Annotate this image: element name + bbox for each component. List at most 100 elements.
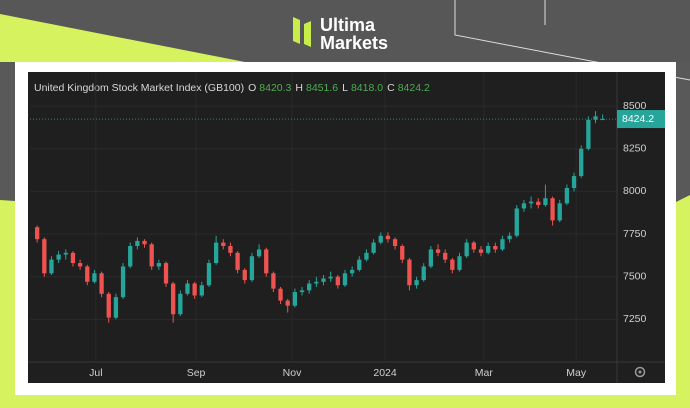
candle-body xyxy=(178,293,183,315)
y-tick-label: 7500 xyxy=(623,270,647,282)
candle-body xyxy=(579,148,584,177)
x-tick-label: Sep xyxy=(187,367,206,379)
candle-body xyxy=(400,246,405,260)
candle-body xyxy=(149,244,154,267)
candle-body xyxy=(171,283,176,315)
candle-body xyxy=(450,259,455,270)
candle-body xyxy=(407,259,412,286)
candle-body xyxy=(342,273,348,286)
candle-body xyxy=(142,240,147,245)
readout-value: 8420.3 xyxy=(259,82,291,94)
candle-body xyxy=(63,252,68,255)
candle-body xyxy=(185,283,190,294)
candle-body xyxy=(135,240,140,246)
y-tick-label: 7250 xyxy=(623,313,647,325)
candle-body xyxy=(213,242,219,264)
candle-body xyxy=(428,249,434,267)
candle-body xyxy=(378,235,383,243)
candle-body xyxy=(536,201,541,206)
candle-body xyxy=(70,252,76,264)
candle-body xyxy=(120,266,126,298)
candle-body xyxy=(593,116,598,120)
chart-title: United Kingdom Stock Market Index (GB100… xyxy=(34,82,244,94)
x-tick-label: Mar xyxy=(475,367,494,379)
candle-body xyxy=(256,249,262,257)
last-price-label: 8424.2 xyxy=(622,113,654,125)
candle-body xyxy=(99,273,104,294)
candle-body xyxy=(42,239,47,274)
candle-body xyxy=(571,176,577,188)
candle-body xyxy=(321,278,326,282)
logo-icon xyxy=(293,17,311,47)
candle-body xyxy=(106,293,111,318)
candle-body xyxy=(485,246,491,253)
candle-body xyxy=(464,242,469,257)
y-tick-label: 8000 xyxy=(623,185,647,197)
candle-body xyxy=(285,300,290,306)
readout-value: 8424.2 xyxy=(398,82,430,94)
candle-body xyxy=(35,227,40,240)
readout-key: L xyxy=(342,82,348,94)
candle-body xyxy=(235,252,240,270)
candle-body xyxy=(56,254,61,260)
candle-body xyxy=(414,280,419,286)
candle-body xyxy=(299,290,305,293)
candle-body xyxy=(528,201,534,204)
readout-key: H xyxy=(295,82,303,94)
candle-body xyxy=(349,269,355,274)
x-tick-label: Jul xyxy=(89,367,102,379)
y-tick-label: 8250 xyxy=(623,143,647,155)
candle-body xyxy=(364,252,369,260)
readout-key: C xyxy=(387,82,395,94)
candle-body xyxy=(392,239,398,246)
candle-body xyxy=(85,266,90,282)
candle-body xyxy=(328,276,333,279)
chart-panel xyxy=(28,72,665,383)
x-tick-label: 2024 xyxy=(373,367,397,379)
candle-body xyxy=(421,266,426,281)
candle-body xyxy=(435,249,441,253)
candle-body xyxy=(221,242,226,246)
candle-body xyxy=(206,263,212,286)
bg-accent-top xyxy=(0,14,245,62)
candle-body xyxy=(128,246,133,267)
candle-body xyxy=(192,283,197,296)
y-tick-label: 8500 xyxy=(623,100,647,112)
candle-body xyxy=(242,269,247,281)
readout-key: O xyxy=(248,82,256,94)
readout-value: 8418.0 xyxy=(351,82,383,94)
candle-body xyxy=(471,242,476,250)
candle-body xyxy=(385,235,391,240)
candle-body xyxy=(314,281,319,284)
settings-icon[interactable] xyxy=(634,366,646,378)
candle-body xyxy=(371,242,376,253)
candle-body xyxy=(292,292,298,306)
y-tick-label: 7750 xyxy=(623,228,647,240)
candle-body xyxy=(271,273,276,289)
candle-body xyxy=(163,263,169,284)
candle-body xyxy=(443,252,448,260)
candle-body xyxy=(564,188,570,204)
candle-body xyxy=(264,249,269,274)
readout-value: 8451.6 xyxy=(306,82,338,94)
candle-body xyxy=(550,198,555,221)
candle-body xyxy=(457,256,462,270)
candle-body xyxy=(77,263,83,267)
candle-body xyxy=(199,285,204,296)
x-tick-label: Nov xyxy=(283,367,302,379)
brand-line1: Ultima xyxy=(320,15,376,35)
candle-body xyxy=(92,273,97,282)
candle-body xyxy=(521,203,527,209)
candle-body xyxy=(543,198,548,206)
x-tick-label: May xyxy=(566,367,587,379)
candle-body xyxy=(557,203,562,221)
candle-body xyxy=(586,119,591,149)
candle-body xyxy=(514,208,519,236)
candle-body xyxy=(335,276,340,286)
candle-body xyxy=(600,119,605,121)
candle-body xyxy=(228,246,233,253)
last-price-tag xyxy=(617,110,665,129)
candle-body xyxy=(478,249,484,253)
